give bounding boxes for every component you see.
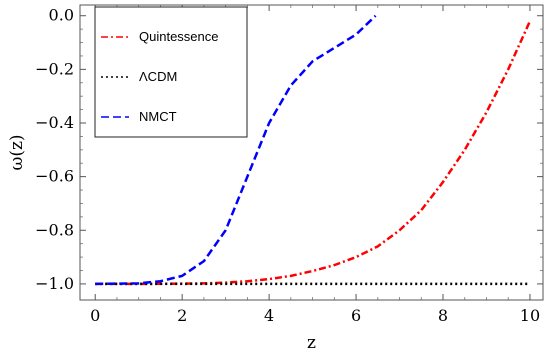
x-tick-label: 2 bbox=[177, 306, 187, 325]
plot-frame bbox=[79, 4, 544, 301]
series-line-3 bbox=[95, 14, 377, 286]
legend: Quintessence ΛCDM NMCT bbox=[94, 6, 248, 138]
legend-label: Quintessence bbox=[139, 29, 219, 44]
x-axis-label: z bbox=[307, 333, 316, 353]
series-line-1 bbox=[95, 20, 532, 286]
y-tick-label: 0.0 bbox=[49, 6, 74, 25]
legend-box bbox=[94, 6, 248, 138]
x-tick-label: 8 bbox=[438, 306, 448, 325]
y-tick-label: −0.8 bbox=[35, 220, 74, 239]
legend-label: ΛCDM bbox=[139, 69, 177, 84]
axis-ticks: 0 2 4 6 8 10 −1.0 −0.8 −0.6 −0.4 −0.2 0.0 bbox=[35, 5, 543, 325]
x-tick-label: 10 bbox=[520, 306, 540, 325]
x-tick-label: 6 bbox=[351, 306, 361, 325]
y-tick-label: −0.6 bbox=[35, 167, 74, 186]
y-axis-label: ω(z) bbox=[7, 134, 27, 170]
y-tick-label: −0.2 bbox=[35, 59, 74, 78]
x-tick-label: 0 bbox=[90, 306, 100, 325]
plot-lines bbox=[95, 14, 532, 286]
y-tick-label: −1.0 bbox=[35, 274, 74, 293]
y-tick-label: −0.4 bbox=[35, 113, 74, 132]
legend-label: NMCT bbox=[139, 109, 177, 124]
x-tick-label: 4 bbox=[264, 306, 274, 325]
